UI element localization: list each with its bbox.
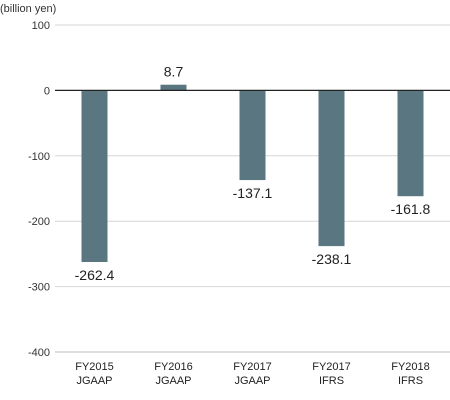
y-tick-label: -400	[28, 347, 50, 359]
data-labels: -262.4 8.7 -137.1 -238.1 -161.8	[75, 64, 431, 283]
bar	[239, 90, 266, 181]
x-tick-label: IFRS	[319, 375, 344, 387]
x-tick-label: FY2016	[154, 361, 193, 373]
y-tick-label: -200	[28, 216, 50, 228]
y-axis-ticks: 100 0 -100 -200 -300 -400	[28, 20, 50, 359]
x-tick-label: FY2017	[312, 361, 351, 373]
x-tick-label: JGAAP	[76, 375, 112, 387]
y-unit-label: (billion yen)	[0, 3, 56, 15]
data-label: -137.1	[233, 185, 273, 201]
data-label: -161.8	[391, 201, 431, 217]
y-tick-label: 100	[32, 20, 50, 32]
data-label: -262.4	[75, 267, 115, 283]
x-tick-label: FY2017	[233, 361, 272, 373]
data-label: 8.7	[164, 64, 184, 80]
bar	[318, 90, 345, 247]
y-tick-label: -300	[28, 282, 50, 294]
x-tick-label: IFRS	[398, 375, 423, 387]
y-tick-label: 0	[44, 85, 50, 97]
x-tick-label: FY2015	[75, 361, 114, 373]
x-axis-labels: FY2015 JGAAP FY2016 JGAAP FY2017 JGAAP FY2017 I…	[75, 361, 430, 387]
y-tick-label: -100	[28, 151, 50, 163]
bar	[160, 84, 187, 91]
bars	[81, 84, 424, 263]
x-tick-label: FY2018	[391, 361, 430, 373]
data-label: -238.1	[312, 251, 352, 267]
bar	[397, 90, 424, 197]
x-tick-label: JGAAP	[155, 375, 191, 387]
x-tick-label: JGAAP	[234, 375, 270, 387]
bar	[81, 90, 108, 263]
